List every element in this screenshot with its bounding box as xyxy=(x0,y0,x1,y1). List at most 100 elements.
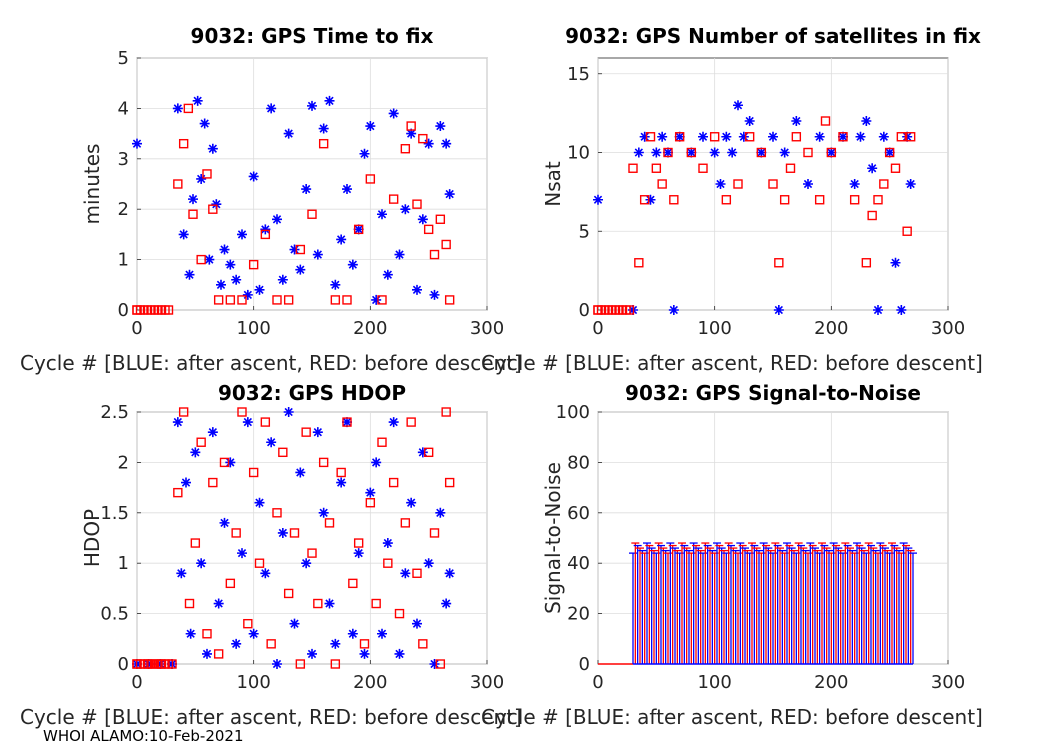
x-tick-label: 300 xyxy=(470,672,504,693)
data-point-square xyxy=(867,210,877,221)
data-point-square xyxy=(890,163,901,173)
y-tick-label: 1 xyxy=(118,250,129,271)
data-point-square xyxy=(163,659,174,669)
data-point-asterisk xyxy=(905,179,916,189)
data-point-asterisk xyxy=(733,100,743,111)
data-point-square xyxy=(272,295,282,305)
data-point-asterisk xyxy=(176,568,187,579)
data-point-asterisk xyxy=(254,497,265,508)
data-point-asterisk xyxy=(721,131,732,142)
data-point-asterisk xyxy=(417,214,428,225)
series-baseline-cluster xyxy=(593,305,635,315)
data-point-square xyxy=(353,538,364,548)
data-point-square xyxy=(289,528,300,538)
data-point-square xyxy=(394,608,405,619)
data-point-asterisk xyxy=(400,568,411,579)
data-point-square xyxy=(814,195,825,205)
data-point-square xyxy=(353,224,364,235)
data-point-square xyxy=(657,179,667,189)
data-point-square xyxy=(429,528,440,538)
data-point-square xyxy=(307,548,317,558)
data-point-asterisk xyxy=(178,229,189,240)
data-point-square xyxy=(208,477,218,488)
panel-hdop: 0 100 200 300 0 0.5 1 1.5 2 2.5 9032: GPS HDOP HDOP… xyxy=(20,381,522,729)
x-tick-label: 100 xyxy=(236,672,270,693)
data-point-asterisk xyxy=(295,467,306,478)
data-point-square xyxy=(318,457,329,468)
y-tick-label: 1.5 xyxy=(100,503,129,524)
data-point-asterisk xyxy=(216,279,226,290)
data-point-square xyxy=(365,174,376,184)
data-point-square xyxy=(188,209,198,219)
data-point-asterisk xyxy=(260,568,271,579)
data-point-square xyxy=(791,132,802,142)
panel-ttf: 0 100 200 300 0 1 2 3 4 5 9032: GPS Time to fix min… xyxy=(20,24,522,375)
data-point-asterisk xyxy=(184,269,195,280)
data-point-asterisk xyxy=(371,294,382,305)
data-point-square xyxy=(342,295,352,305)
data-point-asterisk xyxy=(347,628,358,639)
data-point-square xyxy=(178,138,189,149)
data-point-asterisk xyxy=(289,618,300,629)
x-tick-label: 300 xyxy=(470,318,504,339)
data-point-square xyxy=(202,629,212,639)
data-point-asterisk xyxy=(371,457,382,468)
data-point-asterisk xyxy=(283,128,294,139)
data-point-square xyxy=(444,295,455,305)
data-point-asterisk xyxy=(207,143,218,154)
y-tick-label: 2 xyxy=(118,452,129,473)
data-point-square xyxy=(283,588,294,599)
data-point-square xyxy=(377,295,387,305)
data-point-square xyxy=(826,147,837,158)
data-point-square xyxy=(278,447,288,458)
data-point-asterisk xyxy=(674,131,685,142)
data-point-square xyxy=(721,195,732,205)
y-tick-label: 0 xyxy=(579,300,590,321)
data-point-asterisk xyxy=(242,289,253,300)
data-point-asterisk xyxy=(237,548,247,559)
data-point-asterisk xyxy=(435,507,446,518)
data-point-square xyxy=(383,558,393,568)
data-point-asterisk xyxy=(365,487,376,498)
y-tick-label: 1 xyxy=(118,553,129,574)
data-point-square xyxy=(388,194,399,204)
data-point-asterisk xyxy=(406,497,417,508)
data-point-square xyxy=(896,132,907,142)
data-point-asterisk xyxy=(738,131,749,142)
x-tick-label: 200 xyxy=(814,318,848,339)
x-axis-label: Cycle # [BLUE: after ascent, RED: before… xyxy=(20,705,522,729)
data-point-square xyxy=(266,639,276,649)
data-point-square xyxy=(219,457,230,468)
data-point-square xyxy=(330,295,341,305)
y-tick-label: 5 xyxy=(579,221,590,242)
data-point-square xyxy=(669,195,679,205)
data-point-asterisk xyxy=(211,199,222,210)
data-point-square xyxy=(371,598,381,609)
data-point-square xyxy=(196,254,206,265)
data-point-asterisk xyxy=(896,305,907,315)
data-point-asterisk xyxy=(199,118,210,129)
data-point-square xyxy=(779,195,790,205)
x-tick-label: 100 xyxy=(697,318,731,339)
data-point-asterisk xyxy=(266,437,277,448)
data-point-square xyxy=(243,618,253,629)
series-baseline-cluster xyxy=(132,305,174,315)
data-point-asterisk xyxy=(248,171,259,182)
data-point-asterisk xyxy=(202,648,212,659)
data-point-asterisk xyxy=(219,517,230,528)
x-axis-label: Cycle # [BLUE: after ascent, RED: before… xyxy=(481,351,983,375)
data-point-square xyxy=(412,568,422,578)
data-point-asterisk xyxy=(715,179,726,189)
data-point-square xyxy=(709,132,720,142)
data-point-square xyxy=(202,169,212,179)
data-point-square xyxy=(849,195,860,205)
data-point-square xyxy=(260,417,271,427)
data-point-square xyxy=(423,447,434,458)
x-tick-label: 0 xyxy=(131,318,142,339)
data-point-square xyxy=(196,437,206,447)
data-point-asterisk xyxy=(336,234,347,245)
data-point-square xyxy=(902,226,912,236)
data-point-square xyxy=(163,305,174,315)
data-point-square xyxy=(342,417,352,427)
data-point-asterisk xyxy=(744,116,755,126)
